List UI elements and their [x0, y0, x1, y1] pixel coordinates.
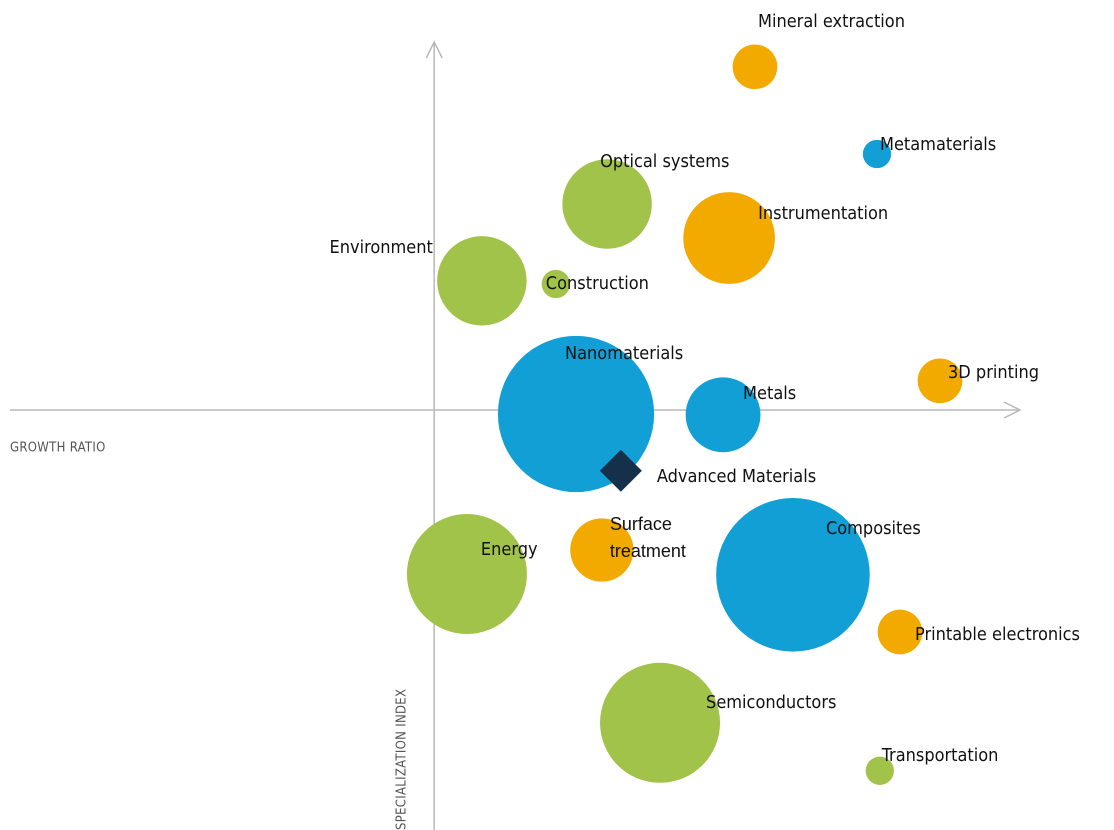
y-axis-label: SPECIALIZATION INDEX [395, 689, 410, 830]
bubble [562, 159, 652, 249]
x-axis-label: GROWTH RATIO [10, 441, 106, 456]
bubble [862, 139, 892, 169]
bubble [685, 377, 761, 453]
bubble-label-box: Surface treatment [609, 514, 686, 561]
bubble [917, 358, 963, 404]
bubble [877, 609, 923, 655]
bubble-label: Transportation [881, 745, 999, 766]
bubble-label: Environment [330, 237, 433, 258]
bubble-label: Construction [546, 273, 649, 294]
bubble-label: Printable electronics [915, 624, 1080, 645]
bubble-label: Mineral extraction [758, 11, 905, 32]
bubble [683, 192, 775, 284]
bubble [732, 44, 778, 90]
marker-label: Advanced Materials [657, 466, 816, 487]
bubble [497, 335, 655, 493]
x-axis-arrow [1003, 401, 1022, 419]
bubble-label: Semiconductors [706, 692, 836, 713]
bubble [406, 514, 527, 634]
y-axis-arrow [425, 40, 443, 59]
bubble [865, 756, 894, 785]
bubble [541, 269, 570, 299]
bubble-label: Metamaterials [880, 134, 996, 155]
bubble-label: Optical systems [600, 151, 729, 172]
bubble-label: Surface treatment [609, 514, 686, 561]
marker [599, 449, 642, 492]
bubble-label: Nanomaterials [565, 343, 683, 364]
bubble [570, 518, 634, 582]
bubble-label: Metals [743, 383, 796, 404]
bubble-label: Instrumentation [758, 203, 888, 224]
bubble-label: 3D printing [948, 362, 1039, 383]
bubble [716, 497, 870, 652]
bubble [437, 236, 527, 326]
bubble-label: Composites [826, 518, 921, 539]
bubble [600, 662, 721, 783]
bubble-label: Energy [481, 539, 538, 560]
